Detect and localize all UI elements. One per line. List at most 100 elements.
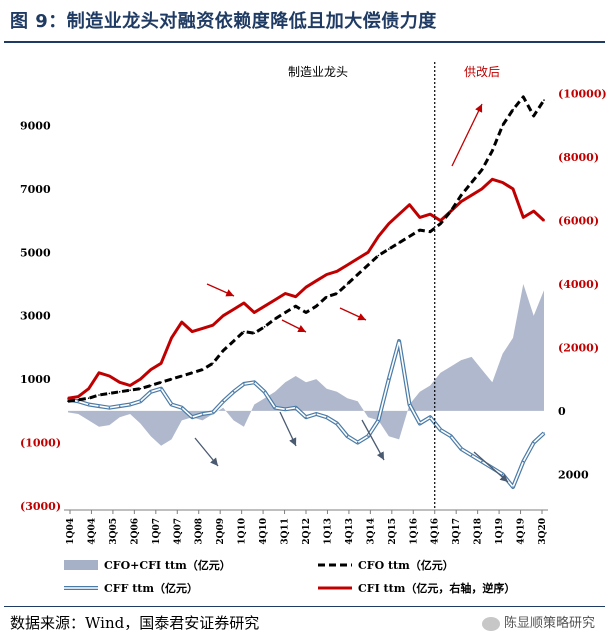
x-tick-label: 1Q10 bbox=[238, 518, 248, 545]
legend-label-cfi: CFI ttm（亿元，右轴，逆序） bbox=[358, 581, 515, 595]
cfi-point bbox=[315, 280, 318, 282]
right-tick-label: (6000) bbox=[558, 215, 599, 228]
cfo-point bbox=[98, 394, 100, 396]
cfo-point bbox=[108, 392, 111, 395]
cff-point bbox=[346, 435, 349, 438]
gray-trend-arrow bbox=[279, 411, 297, 447]
cff-point bbox=[181, 406, 183, 409]
gray-trend-arrow bbox=[473, 451, 509, 483]
cfo-point bbox=[305, 311, 307, 314]
cfo-point bbox=[294, 305, 297, 308]
red-trend-arrow bbox=[339, 307, 367, 321]
cfi-point bbox=[181, 321, 183, 323]
x-tick-label: 4Q13 bbox=[345, 518, 355, 545]
cff-point bbox=[501, 473, 504, 476]
cfo-point bbox=[367, 264, 369, 266]
cfo-point bbox=[543, 99, 545, 101]
cfi-point bbox=[212, 324, 214, 327]
x-tick-label: 4Q07 bbox=[173, 518, 183, 545]
cfi-point bbox=[77, 395, 80, 398]
cfi-point bbox=[201, 327, 204, 330]
trend-arrows bbox=[194, 103, 509, 483]
cff-point bbox=[336, 422, 338, 425]
cfo-point bbox=[481, 169, 483, 171]
cfo-point bbox=[501, 124, 504, 127]
cff-point bbox=[129, 403, 131, 406]
series-cfo bbox=[67, 95, 546, 403]
cff-point bbox=[356, 441, 359, 444]
red-trend-arrow bbox=[206, 283, 235, 297]
cff-point bbox=[450, 435, 452, 438]
x-axis: 1Q04 4Q04 3Q05 2Q06 1Q07 4Q07 3Q08 2Q09 1Q10 4Q10… bbox=[66, 510, 548, 545]
cff-point bbox=[118, 405, 121, 407]
right-tick-label: (2000) bbox=[558, 341, 599, 354]
cff-point bbox=[77, 400, 80, 403]
cfo-point bbox=[243, 330, 245, 333]
cfo-point bbox=[253, 332, 256, 335]
cff-point bbox=[263, 391, 266, 393]
right-tick-label: 2000 bbox=[558, 468, 589, 481]
cff-point bbox=[150, 391, 152, 393]
x-tick-label: 3Q14 bbox=[366, 518, 376, 545]
cfo-point bbox=[512, 108, 514, 111]
cfo-point bbox=[460, 194, 463, 196]
cfi-point bbox=[398, 213, 400, 215]
cff-point bbox=[470, 454, 473, 457]
cff-point bbox=[408, 403, 411, 406]
cfi-point bbox=[336, 270, 338, 273]
watermark: 陈显顺策略研究 bbox=[481, 612, 595, 631]
cfo-point bbox=[522, 96, 525, 98]
cfi-point bbox=[491, 178, 494, 181]
series-cfi bbox=[67, 177, 546, 400]
right-tick-label: (4000) bbox=[558, 278, 599, 291]
gray-trend-arrow bbox=[361, 419, 385, 461]
footer-rule bbox=[4, 606, 605, 607]
cfi-point bbox=[460, 200, 463, 203]
right-tick-label: (8000) bbox=[558, 151, 599, 164]
cfo-point bbox=[232, 340, 235, 342]
cfo-point bbox=[419, 229, 421, 231]
cff-point bbox=[398, 340, 400, 342]
cfo-point bbox=[191, 372, 193, 374]
right-tick-label: (10000) bbox=[558, 88, 607, 101]
chart-title: 图 9：制造业龙头对融资依赖度降低且加大偿债力度 bbox=[10, 11, 437, 32]
cff-point bbox=[232, 391, 235, 393]
cff-point bbox=[201, 413, 204, 415]
cff-point bbox=[419, 422, 421, 425]
x-tick-label: 1Q07 bbox=[152, 518, 162, 545]
x-tick-label: 2Q15 bbox=[388, 518, 398, 545]
x-tick-label: 4Q04 bbox=[87, 518, 97, 545]
cfi-point bbox=[543, 219, 545, 222]
legend-label-sum: CFO+CFI ttm（亿元） bbox=[104, 558, 231, 572]
cfi-point bbox=[481, 188, 483, 190]
cfi-point bbox=[87, 387, 90, 390]
cfi-point bbox=[419, 216, 421, 219]
x-tick-label: 3Q20 bbox=[538, 518, 548, 545]
right-axis: (10000) (8000) (6000) (4000) (2000) 0 2000 bbox=[558, 88, 607, 482]
cff-point bbox=[325, 416, 328, 419]
cfi-point bbox=[346, 264, 349, 266]
cff-point bbox=[512, 486, 514, 488]
cff-point bbox=[253, 381, 256, 384]
left-tick-label: (1000) bbox=[20, 437, 61, 450]
cfi-point bbox=[377, 235, 380, 238]
cff-point bbox=[160, 387, 162, 390]
cff-point bbox=[274, 406, 276, 409]
cfo-point bbox=[274, 318, 276, 320]
right-tick-label: 0 bbox=[558, 405, 566, 418]
cfo-point bbox=[388, 248, 390, 250]
cff-point bbox=[294, 406, 297, 409]
cfo-point bbox=[450, 210, 452, 212]
cff-point bbox=[543, 432, 545, 434]
cfo-point bbox=[222, 349, 224, 352]
cff-point bbox=[439, 429, 442, 431]
cfi-point bbox=[191, 330, 193, 333]
cfo-point bbox=[532, 115, 535, 117]
cff-point bbox=[98, 405, 100, 407]
cfo-point bbox=[87, 397, 90, 400]
cff-point bbox=[367, 435, 369, 438]
cff-point bbox=[212, 411, 214, 414]
left-tick-label: 5000 bbox=[20, 246, 51, 259]
cfi-point bbox=[160, 362, 162, 365]
cfo-point bbox=[325, 295, 328, 298]
